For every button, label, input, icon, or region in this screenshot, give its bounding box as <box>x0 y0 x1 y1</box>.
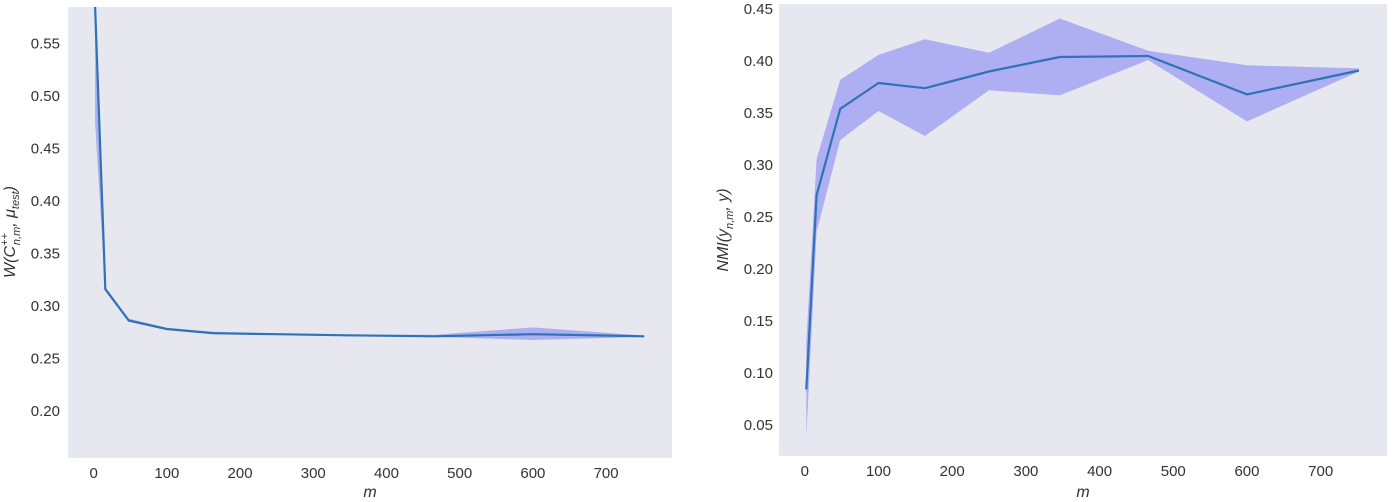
x-tick-label: 500 <box>1161 463 1186 480</box>
x-tick-label: 200 <box>940 463 965 480</box>
x-tick-label: 600 <box>520 465 545 482</box>
y-tick-label: 0.20 <box>31 403 60 420</box>
y-tick-label: 0.10 <box>744 365 773 382</box>
series-line-left <box>94 6 645 338</box>
y-axis-label-left: W(C++n,m, μtest) <box>0 186 23 278</box>
y-tick-label: 0.45 <box>744 1 773 18</box>
x-tick-label: 200 <box>228 465 253 482</box>
x-tick-label: 0 <box>89 465 97 482</box>
y-tick-label: 0.45 <box>31 141 60 158</box>
y-tick-label: 0.25 <box>744 209 773 226</box>
series-line-right <box>805 54 1360 390</box>
x-tick-label: 0 <box>801 463 809 480</box>
y-tick-label: 0.35 <box>31 245 60 262</box>
x-tick-label: 600 <box>1234 463 1259 480</box>
x-tick-label: 400 <box>1087 463 1112 480</box>
y-tick-label: 0.20 <box>744 261 773 278</box>
x-tick-label: 700 <box>594 465 619 482</box>
x-ticks-right: 0 100 200 300 400 500 600 700 <box>801 463 1334 480</box>
y-tick-label: 0.55 <box>31 36 60 53</box>
y-ticks-left: 0.20 0.25 0.30 0.35 0.40 0.45 0.50 0.55 <box>31 36 60 420</box>
chart-right: 0.05 0.10 0.15 0.20 0.25 0.30 0.35 0.40 0.45 0 10… <box>715 1 1387 501</box>
y-tick-label: 0.50 <box>31 88 60 105</box>
y-tick-label: 0.05 <box>744 417 773 434</box>
x-tick-label: 300 <box>301 465 326 482</box>
y-axis-label-right: NMI(yn,m, y) <box>715 188 736 271</box>
x-tick-label: 100 <box>866 463 891 480</box>
x-ticks-left: 0 100 200 300 400 500 600 700 <box>89 465 618 482</box>
x-tick-label: 500 <box>447 465 472 482</box>
plot-area-left <box>68 7 672 458</box>
y-tick-label: 0.25 <box>31 350 60 367</box>
x-tick-label: 700 <box>1308 463 1333 480</box>
y-tick-label: 0.30 <box>744 157 773 174</box>
y-ticks-right: 0.05 0.10 0.15 0.20 0.25 0.30 0.35 0.40 0.45 <box>744 1 773 434</box>
y-tick-label: 0.40 <box>744 53 773 70</box>
y-tick-label: 0.15 <box>744 313 773 330</box>
y-tick-label: 0.40 <box>31 193 60 210</box>
y-tick-label: 0.35 <box>744 105 773 122</box>
x-axis-label-left: m <box>363 484 376 501</box>
x-tick-label: 300 <box>1013 463 1038 480</box>
y-tick-label: 0.30 <box>31 298 60 315</box>
x-tick-label: 400 <box>374 465 399 482</box>
x-tick-label: 100 <box>154 465 179 482</box>
chart-left: 0.20 0.25 0.30 0.35 0.40 0.45 0.50 0.55 0 100 200… <box>0 6 672 501</box>
x-axis-label-right: m <box>1076 484 1089 501</box>
